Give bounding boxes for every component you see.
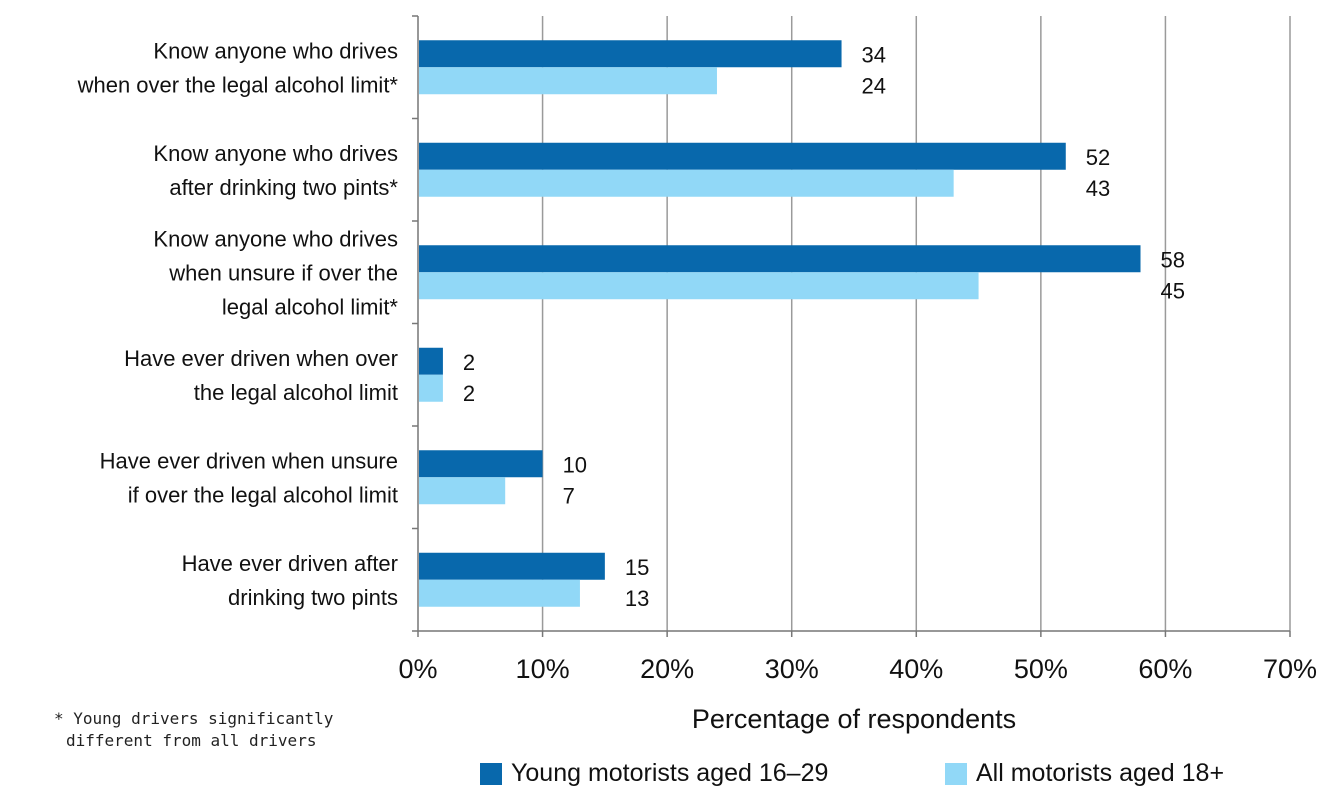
value-label-young: 52 xyxy=(1086,145,1110,170)
gridlines xyxy=(541,16,1291,631)
value-label-young: 58 xyxy=(1161,247,1185,272)
bar-young xyxy=(419,347,443,375)
legend-label-young: Young motorists aged 16–29 xyxy=(511,759,829,787)
category-label: Know anyone who drives when unsure if ove… xyxy=(153,226,398,319)
bar-young xyxy=(419,142,1066,170)
footnote-line-2: different from all drivers xyxy=(66,731,317,750)
bar-all xyxy=(419,272,979,300)
bar-young xyxy=(419,245,1141,273)
value-label-all: 43 xyxy=(1086,176,1110,201)
bar-all xyxy=(419,169,954,197)
value-label-young: 10 xyxy=(563,452,587,477)
x-axis-title: Percentage of respondents xyxy=(692,704,1016,734)
legend-swatch-all xyxy=(945,762,967,785)
value-label-all: 24 xyxy=(862,73,886,98)
category-label: Know anyone who drives when over the lega… xyxy=(77,38,399,97)
bar-all xyxy=(419,67,717,95)
value-label-young: 15 xyxy=(625,555,649,580)
category-label: Know anyone who drives after drinking two… xyxy=(153,141,398,200)
x-tick-label: 50% xyxy=(1014,654,1068,684)
category-label: Have ever driven when unsure if over the … xyxy=(100,448,398,507)
category-label: Have ever driven after drinking two pints xyxy=(182,551,398,610)
legend-item-all: All motorists aged 18+ xyxy=(945,759,1224,788)
value-label-all: 45 xyxy=(1161,278,1185,303)
footnote: * Young drivers significantly different … xyxy=(54,708,333,752)
x-tick-label: 70% xyxy=(1263,654,1317,684)
bar-all xyxy=(419,374,443,402)
x-tick-label: 30% xyxy=(765,654,819,684)
bar-young xyxy=(419,552,605,580)
footnote-line-1: * Young drivers significantly xyxy=(54,709,334,728)
legend-label-all: All motorists aged 18+ xyxy=(976,759,1225,787)
legend: Young motorists aged 16–29 All motorists… xyxy=(480,759,1300,789)
value-label-all: 13 xyxy=(625,586,649,611)
category-labels: Know anyone who drives when over the lega… xyxy=(77,38,399,610)
value-label-all: 2 xyxy=(463,381,475,406)
x-tick-label: 10% xyxy=(516,654,570,684)
bar-young xyxy=(419,40,842,68)
value-label-all: 7 xyxy=(563,483,575,508)
bar-all xyxy=(419,579,580,607)
value-label-young: 34 xyxy=(862,42,886,67)
bar-young xyxy=(419,450,543,478)
value-labels: 34 24 52 43 58 45 2 2 10 7 15 13 xyxy=(463,42,1185,611)
x-tick-label: 0% xyxy=(398,654,437,684)
x-tick-label: 20% xyxy=(640,654,694,684)
legend-item-young: Young motorists aged 16–29 xyxy=(480,759,828,788)
value-label-young: 2 xyxy=(463,350,475,375)
legend-swatch-young xyxy=(480,762,502,785)
x-tick-label: 60% xyxy=(1138,654,1192,684)
bars xyxy=(419,40,1141,607)
x-tick-label: 40% xyxy=(889,654,943,684)
x-tick-labels: 0% 10% 20% 30% 40% 50% 60% 70% xyxy=(398,654,1317,684)
axes xyxy=(412,15,1291,637)
bar-all xyxy=(419,477,506,505)
category-label: Have ever driven when over the legal alco… xyxy=(124,346,398,405)
